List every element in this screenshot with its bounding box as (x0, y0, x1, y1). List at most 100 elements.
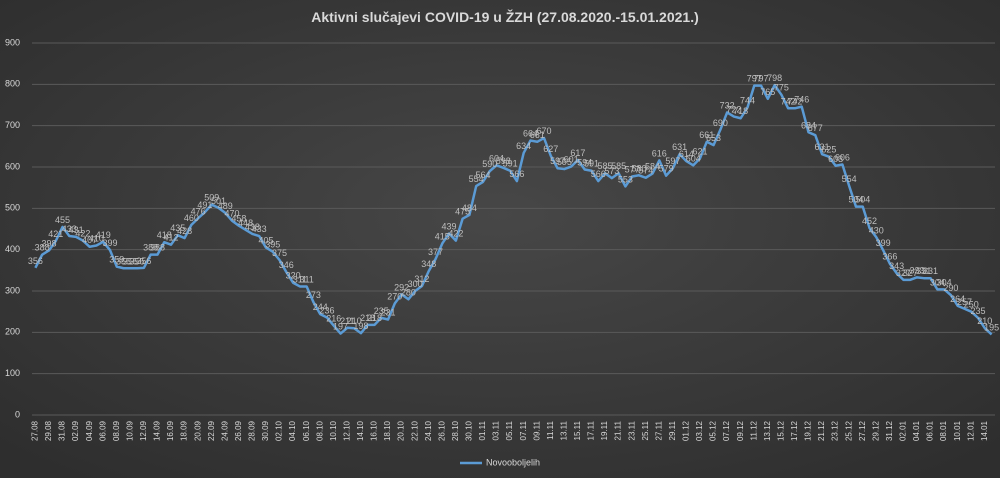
x-tick-label: 04.10 (288, 420, 297, 441)
data-label: 433 (252, 224, 267, 234)
data-label: 235 (971, 306, 986, 316)
data-label: 631 (815, 142, 830, 152)
data-label: 470 (225, 209, 240, 219)
data-label: 366 (882, 252, 897, 262)
data-label: 235 (374, 306, 389, 316)
y-tick-label: 500 (5, 203, 20, 213)
data-label: 343 (889, 261, 904, 271)
data-label: 388 (150, 243, 165, 253)
data-label: 218 (360, 313, 375, 323)
data-label: 744 (740, 95, 755, 105)
x-tick-label: 02.09 (71, 420, 80, 441)
data-label: 331 (923, 266, 938, 276)
data-label: 210 (977, 316, 992, 326)
x-tick-label: 01.12 (682, 420, 691, 441)
data-label: 601 (564, 155, 579, 165)
data-label: 398 (41, 238, 56, 248)
data-label: 375 (272, 248, 287, 258)
x-tick-label: 08.10 (315, 420, 324, 441)
data-label: 439 (442, 222, 457, 232)
data-label: 661 (699, 130, 714, 140)
y-tick-label: 800 (5, 79, 20, 89)
x-tick-label: 16.10 (370, 420, 379, 441)
data-label: 395 (265, 240, 280, 250)
data-label: 460 (184, 213, 199, 223)
data-label: 742 (781, 96, 796, 106)
x-tick-label: 12.09 (139, 420, 148, 441)
data-label: 410 (89, 234, 104, 244)
data-label: 634 (516, 141, 531, 151)
data-label: 415 (435, 231, 450, 241)
data-label: 604 (489, 153, 504, 163)
x-tick-label: 22.09 (207, 420, 216, 441)
data-label: 422 (75, 229, 90, 239)
x-tick-label: 18.09 (180, 420, 189, 441)
x-tick-label: 29.12 (871, 420, 880, 441)
data-label: 435 (170, 223, 185, 233)
data-label: 617 (570, 148, 585, 158)
y-tick-label: 0 (15, 409, 20, 419)
data-label: 595 (557, 157, 572, 167)
data-label: 653 (706, 133, 721, 143)
data-label: 300 (408, 279, 423, 289)
legend-label: Novooboljelih (486, 457, 540, 467)
x-tick-label: 06.09 (98, 420, 107, 441)
x-tick-label: 02.01 (899, 420, 908, 441)
y-tick-label: 700 (5, 120, 20, 130)
x-tick-label: 15.12 (776, 420, 785, 441)
data-label: 579 (659, 164, 674, 174)
data-label: 388 (35, 243, 50, 253)
data-label: 554 (842, 174, 857, 184)
data-label: 327 (903, 268, 918, 278)
data-label: 195 (984, 322, 999, 332)
x-tick-label: 05.12 (709, 420, 718, 441)
data-label: 273 (306, 290, 321, 300)
data-label: 598 (496, 156, 511, 166)
data-label: 320 (286, 271, 301, 281)
x-tick-label: 17.12 (790, 420, 799, 441)
data-label: 348 (421, 259, 436, 269)
x-tick-label: 18.10 (383, 420, 392, 441)
x-tick-label: 12.10 (342, 420, 351, 441)
data-label: 356 (28, 256, 43, 266)
x-tick-label: 10.10 (329, 420, 338, 441)
data-label: 312 (414, 274, 429, 284)
x-tick-label: 21.11 (614, 420, 623, 440)
x-tick-label: 28.10 (451, 420, 460, 441)
data-label: 438 (245, 222, 260, 232)
data-label: 584 (645, 162, 660, 172)
data-label: 421 (48, 229, 63, 239)
data-label: 627 (543, 144, 558, 154)
data-label: 292 (394, 282, 409, 292)
data-label: 566 (591, 169, 606, 179)
x-tick-label: 06.01 (926, 420, 935, 441)
data-label: 405 (258, 236, 273, 246)
data-label: 606 (835, 153, 850, 163)
x-tick-label: 04.09 (85, 420, 94, 441)
data-label: 430 (869, 225, 884, 235)
data-label: 216 (326, 314, 341, 324)
x-tick-label: 28.09 (248, 420, 257, 441)
data-label: 399 (876, 238, 891, 248)
data-label: 433 (62, 224, 77, 234)
data-label: 509 (204, 193, 219, 203)
y-tick-label: 400 (5, 244, 20, 254)
data-label: 431 (69, 225, 84, 235)
data-label: 270 (387, 291, 402, 301)
data-label: 484 (462, 203, 477, 213)
x-tick-label: 02.10 (275, 420, 284, 441)
x-tick-label: 25.11 (641, 420, 650, 440)
data-label: 355 (123, 256, 138, 266)
x-tick-label: 31.08 (58, 420, 67, 441)
data-label: 504 (848, 195, 863, 205)
y-tick-label: 900 (5, 37, 20, 47)
data-label: 197 (333, 322, 348, 332)
data-label: 597 (665, 156, 680, 166)
data-label: 422 (448, 229, 463, 239)
x-tick-label: 23.12 (831, 420, 840, 441)
data-label: 603 (828, 154, 843, 164)
line (34, 83, 993, 336)
data-label: 604 (686, 153, 701, 163)
